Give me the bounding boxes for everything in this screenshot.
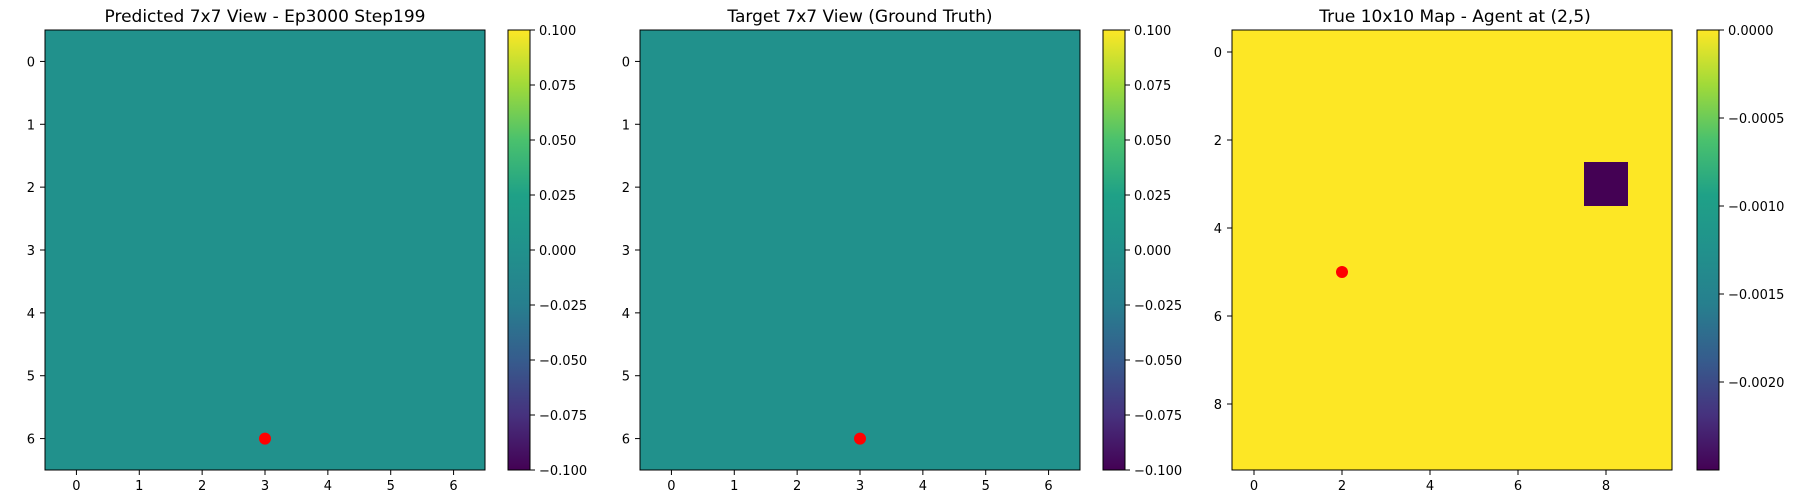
colorbar: 0.0000 −0.0005 −0.0010 −0.0015 −0.0020 bbox=[1696, 24, 1784, 471]
panel-title: Target 7x7 View (Ground Truth) bbox=[726, 7, 992, 27]
colorbar-tick-label: 0.025 bbox=[539, 189, 576, 204]
y-tick-label: 2 bbox=[1214, 134, 1222, 149]
heatmap-cells-fill bbox=[1232, 30, 1672, 470]
x-tick-label: 2 bbox=[1338, 479, 1346, 494]
panel-true-map: True 10x10 Map - Agent at (2,5) 0 2 4 6 8 0 2 4… bbox=[1214, 7, 1785, 494]
heatmap-cell bbox=[1584, 162, 1628, 206]
colorbar-tick-label: 0.075 bbox=[539, 79, 576, 94]
colorbar-tick-label: −0.0020 bbox=[1728, 376, 1784, 391]
x-tick-label: 5 bbox=[982, 479, 990, 494]
x-tick-label: 2 bbox=[198, 479, 206, 494]
colorbar-tick-label: −0.075 bbox=[539, 409, 587, 424]
colorbar-tick-label: −0.0005 bbox=[1728, 112, 1784, 127]
heatmap-area: 0 1 2 3 4 5 6 0 1 2 3 4 5 6 bbox=[622, 29, 1081, 494]
x-tick-label: 2 bbox=[793, 479, 801, 494]
x-tick-label: 0 bbox=[72, 479, 80, 494]
x-tick-label: 5 bbox=[387, 479, 395, 494]
colorbar-tick-label: 0.000 bbox=[539, 244, 576, 259]
y-tick-label: 0 bbox=[27, 55, 35, 70]
x-tick-label: 1 bbox=[135, 479, 143, 494]
x-tick-label: 4 bbox=[324, 479, 332, 494]
panel-target: Target 7x7 View (Ground Truth) 0 1 2 3 4 5 6 0 1… bbox=[622, 7, 1182, 494]
colorbar-tick-label: −0.100 bbox=[1134, 464, 1182, 479]
colorbar-tick-label: 0.025 bbox=[1134, 189, 1171, 204]
colorbar-tick-label: −0.025 bbox=[539, 299, 587, 314]
heatmap-frame bbox=[1231, 29, 1673, 471]
panel-predicted: Predicted 7x7 View - Ep3000 Step199 0 1 2 3… bbox=[27, 7, 587, 494]
y-tick-label: 8 bbox=[1214, 398, 1222, 413]
heatmap-area: 0 1 2 3 4 5 6 0 1 2 3 4 5 6 bbox=[27, 29, 486, 494]
x-tick-label: 4 bbox=[919, 479, 927, 494]
x-tick-label: 6 bbox=[1044, 479, 1052, 494]
x-tick-label: 3 bbox=[856, 479, 864, 494]
y-tick-label: 6 bbox=[27, 433, 35, 448]
y-tick-label: 6 bbox=[1214, 310, 1222, 325]
y-tick-label: 2 bbox=[622, 181, 630, 196]
colorbar-tick-label: 0.000 bbox=[1134, 244, 1171, 259]
x-tick-label: 0 bbox=[667, 479, 675, 494]
y-tick-label: 3 bbox=[622, 244, 630, 259]
y-tick-label: 4 bbox=[1214, 222, 1222, 237]
y-tick-label: 2 bbox=[27, 181, 35, 196]
colorbar-tick-label: −0.100 bbox=[539, 464, 587, 479]
y-tick-label: 0 bbox=[622, 55, 630, 70]
colorbar-tick-label: 0.050 bbox=[539, 134, 576, 149]
agent-marker bbox=[1336, 266, 1348, 278]
y-tick-label: 5 bbox=[27, 370, 35, 385]
y-tick-label: 6 bbox=[622, 433, 630, 448]
colorbar-tick-label: −0.050 bbox=[1134, 354, 1182, 369]
colorbar-gradient bbox=[1696, 29, 1720, 471]
colorbar-tick-label: 0.0000 bbox=[1728, 24, 1774, 39]
y-tick-label: 5 bbox=[622, 370, 630, 385]
heatmap-area: 0 2 4 6 8 0 2 4 6 8 bbox=[1214, 29, 1673, 494]
y-tick-label: 1 bbox=[27, 118, 35, 133]
colorbar-tick-label: −0.050 bbox=[539, 354, 587, 369]
colorbar-tick-label: 0.050 bbox=[1134, 134, 1171, 149]
y-tick-label: 0 bbox=[1214, 46, 1222, 61]
y-tick-label: 1 bbox=[622, 118, 630, 133]
agent-marker bbox=[854, 432, 866, 445]
x-tick-label: 1 bbox=[730, 479, 738, 494]
heatmap-cells-fill bbox=[640, 30, 1080, 470]
x-tick-label: 4 bbox=[1426, 479, 1434, 494]
x-tick-label: 6 bbox=[1514, 479, 1522, 494]
colorbar-tick-label: −0.0015 bbox=[1728, 288, 1784, 303]
colorbar-tick-label: 0.075 bbox=[1134, 79, 1171, 94]
x-tick-label: 3 bbox=[261, 479, 269, 494]
x-tick-label: 6 bbox=[449, 479, 457, 494]
y-tick-label: 3 bbox=[27, 244, 35, 259]
agent-marker bbox=[259, 432, 271, 445]
colorbar-tick-label: 0.100 bbox=[539, 24, 576, 39]
colorbar-gradient bbox=[1102, 29, 1126, 471]
colorbar-tick-label: −0.025 bbox=[1134, 299, 1182, 314]
colorbar-tick-label: 0.100 bbox=[1134, 24, 1171, 39]
panel-title: Predicted 7x7 View - Ep3000 Step199 bbox=[105, 7, 426, 27]
colorbar-tick-label: −0.075 bbox=[1134, 409, 1182, 424]
heatmap-cells-fill bbox=[45, 30, 485, 470]
x-tick-label: 8 bbox=[1602, 479, 1610, 494]
colorbar: 0.100 0.075 0.050 0.025 0.000 −0.025 −0.050 −0.… bbox=[507, 24, 587, 479]
colorbar-gradient bbox=[507, 29, 531, 471]
panel-title: True 10x10 Map - Agent at (2,5) bbox=[1318, 7, 1591, 27]
y-tick-label: 4 bbox=[27, 307, 35, 322]
colorbar: 0.100 0.075 0.050 0.025 0.000 −0.025 −0.050 −0.… bbox=[1102, 24, 1182, 479]
colorbar-tick-label: −0.0010 bbox=[1728, 200, 1784, 215]
x-tick-label: 0 bbox=[1250, 479, 1258, 494]
y-tick-label: 4 bbox=[622, 307, 630, 322]
